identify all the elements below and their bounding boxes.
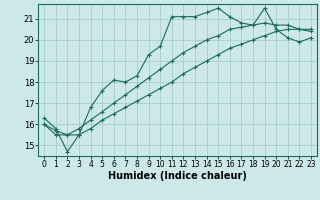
X-axis label: Humidex (Indice chaleur): Humidex (Indice chaleur) <box>108 171 247 181</box>
